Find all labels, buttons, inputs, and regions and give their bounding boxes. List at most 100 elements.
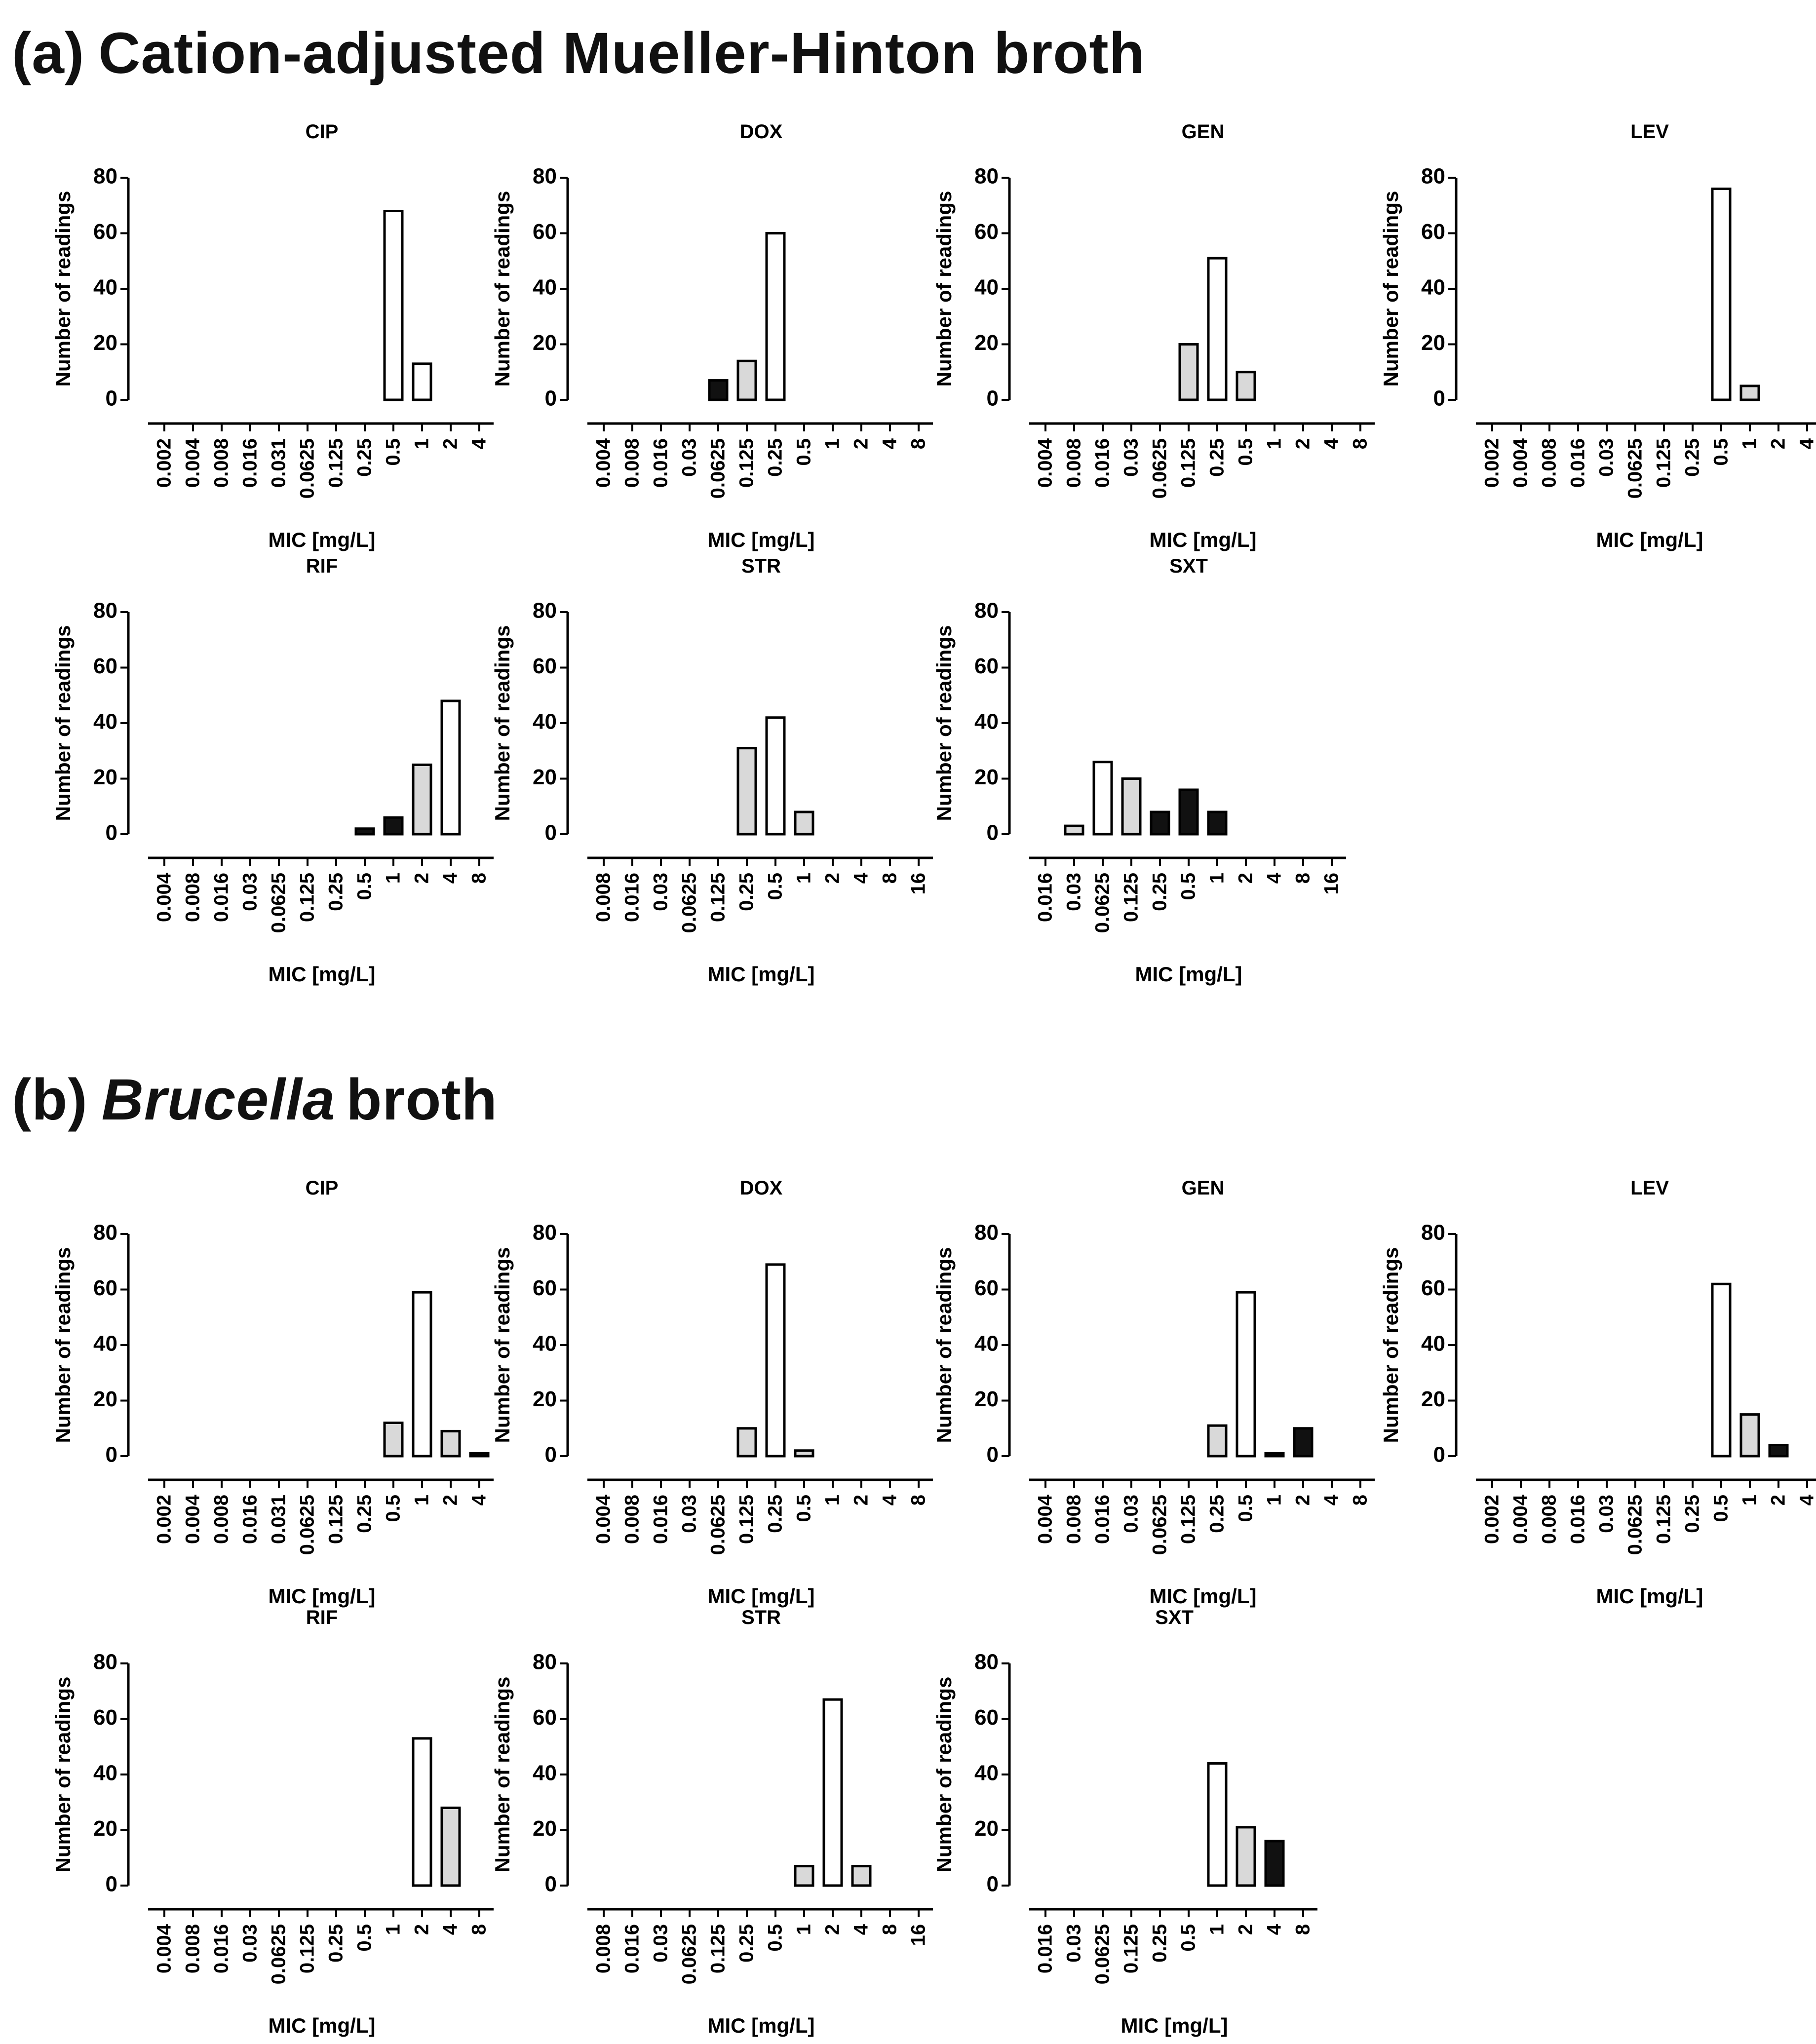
chart-a-sxt-x-tick-label: 2 [1235,873,1257,884]
chart-b-lev-x-tick-label: 4 [1796,1494,1816,1505]
chart-b-sxt-x-tick-label: 0.03 [1063,1924,1085,1963]
chart-a-str-x-tick-label: 0.03 [650,873,672,911]
chart-a-lev-x-label: MIC [mg/L] [1596,528,1703,551]
chart-a-gen-x-tick-label: 0.5 [1235,438,1257,466]
chart-a-sxt-x-tick-label: 0.25 [1149,873,1171,911]
chart-a-gen-title: GEN [1182,121,1225,143]
chart-a-lev-x-tick-label: 1 [1739,438,1761,449]
chart-b-cip-x-tick-label: 0.002 [154,1495,175,1544]
chart-a-lev-y-tick-label: 80 [1421,164,1445,189]
chart-a-gen-y-tick-label: 80 [974,164,999,189]
chart-b-str-bar [851,1865,872,1887]
chart-b-sxt-y-tick-label: 0 [987,1872,999,1896]
chart-b-gen-bar [1236,1291,1256,1458]
chart-b-dox-x-tick-label: 2 [850,1495,872,1505]
chart-a-sxt-x-tick-label: 0.0625 [1092,873,1114,933]
chart-a-gen-bar [1236,371,1256,401]
chart-a-gen-x-tick-label: 1 [1264,438,1285,449]
chart-a-gen-x-tick-label: 0.0625 [1149,438,1171,499]
chart-b-gen-bar [1264,1452,1285,1458]
chart-b-sxt-x-tick-label: 1 [1206,1924,1228,1935]
chart-b-dox-x-tick-label: 0.004 [593,1494,615,1544]
chart-a-rif-x-tick-label: 8 [468,873,490,884]
chart-b-gen-x-label: MIC [mg/L] [1150,1584,1257,1608]
chart-a-dox-y-tick-label: 60 [533,220,557,244]
chart-a-cip-x-tick-label: 0.0625 [297,438,318,499]
chart-a-sxt-x-label: MIC [mg/L] [1135,963,1242,986]
chart-a-str-y-tick-label: 40 [533,710,557,734]
chart-a-sxt-bar [1121,777,1142,836]
chart-b-rif-x-tick-label: 1 [383,1924,404,1935]
chart-a-dox-y-tick-label: 40 [533,275,557,300]
chart-a-cip-bar [412,362,432,401]
chart-b-lev-y-tick-label: 60 [1421,1276,1445,1300]
section-a-title: (a) Cation-adjusted Mueller-Hinton broth [12,20,1145,87]
chart-b-cip-bar [412,1291,432,1458]
chart-b-dox-x-tick-label: 1 [822,1495,844,1505]
chart-b-gen-y-tick-label: 40 [974,1332,999,1356]
chart-a-str-x-tick-label: 0.125 [707,873,729,922]
chart-a-dox-x-tick-label: 2 [850,438,872,449]
chart-b-gen-x-tick-label: 2 [1292,1495,1314,1505]
chart-b-lev-x-tick-label: 0.125 [1653,1495,1675,1544]
chart-a-gen-y-tick-label: 20 [974,331,999,355]
chart-b-str-title: STR [741,1607,781,1628]
chart-a-gen-x-tick-label: 2 [1292,438,1314,449]
chart-a-lev-y-tick-label: 20 [1421,331,1445,355]
chart-a-str-x-label: MIC [mg/L] [708,963,815,986]
chart-a-rif-x-tick-label: 0.004 [154,872,175,922]
chart-a-sxt-bar [1092,761,1113,836]
chart-b-cip-bar [469,1452,490,1458]
chart-b-gen-y-tick-label: 60 [974,1276,999,1300]
chart-a-cip-x-tick-label: 0.5 [383,438,404,466]
chart-a-rif-x-tick-label: 0.008 [182,873,204,922]
chart-a-dox-bar [708,379,729,401]
chart-b-dox-x-label: MIC [mg/L] [708,1584,815,1608]
chart-b-sxt-y-tick-label: 20 [974,1816,999,1841]
chart-a-gen-x-tick-label: 0.008 [1063,438,1085,488]
chart-b-str-y-tick-label: 60 [533,1705,557,1730]
chart-b-gen-x-tick-label: 0.004 [1035,1494,1056,1544]
chart-b-str-bar [822,1698,843,1887]
chart-a-dox-bar [765,232,786,401]
chart-a-rif-title: RIF [306,555,338,577]
chart-b-dox-x-tick-label: 0.016 [650,1495,672,1544]
chart-a-cip-y-tick-label: 20 [93,331,117,355]
chart-a-str-x-tick-label: 16 [908,873,929,895]
chart-b-sxt-x-label: MIC [mg/L] [1121,2014,1228,2037]
chart-b-sxt-bar [1236,1826,1256,1887]
chart-b-sxt-x-tick-label: 0.0625 [1092,1924,1114,1984]
chart-a-gen-y-tick-label: 40 [974,275,999,300]
chart-b-lev-y-label: Number of readings [1379,1247,1402,1443]
chart-b-sxt-bar [1264,1840,1285,1887]
chart-a-sxt-y-tick-label: 0 [987,821,999,845]
chart-a-sxt-y-tick-label: 80 [974,599,999,623]
chart-b-gen-x-tick-label: 1 [1264,1495,1285,1505]
chart-b-dox-x-tick-label: 8 [908,1495,929,1505]
chart-a-rif-y-label: Number of readings [51,625,75,821]
chart-a-cip-x-tick-label: 0.016 [239,438,261,488]
chart-b-cip-bar [383,1422,404,1458]
chart-a-sxt-x-tick-label: 4 [1264,872,1285,884]
chart-b-cip-x-tick-label: 2 [440,1495,462,1505]
chart-b-cip-x-tick-label: 0.004 [182,1494,204,1544]
chart-a-sxt-x-tick-label: 1 [1206,873,1228,884]
chart-b-sxt-x-tick-label: 0.016 [1035,1924,1056,1973]
chart-b-cip-y-tick-label: 60 [93,1276,117,1300]
section-b-title-rest: broth [346,1067,498,1132]
chart-b-cip-x-tick-label: 0.031 [268,1495,290,1544]
chart-b-dox-y-tick-label: 60 [533,1276,557,1300]
chart-a-str-y-tick-label: 80 [533,599,557,623]
chart-a-cip-x-label: MIC [mg/L] [269,528,376,551]
chart-a-sxt-bar [1178,788,1199,836]
chart-b-lev-x-tick-label: 0.25 [1682,1495,1703,1533]
chart-b-cip-y-tick-label: 80 [93,1221,117,1245]
chart-a-cip-x-tick-label: 0.002 [154,438,175,488]
chart-a-sxt-x-tick-label: 0.5 [1178,873,1199,900]
chart-b-str-x-tick-label: 16 [908,1924,929,1946]
chart-a-lev-x-tick-label: 0.004 [1510,438,1532,488]
chart-a-dox-y-tick-label: 80 [533,164,557,189]
chart-b-dox-y-tick-label: 20 [533,1387,557,1411]
chart-a-lev-title: LEV [1630,121,1669,143]
chart-a-lev-y-tick-label: 60 [1421,220,1445,244]
